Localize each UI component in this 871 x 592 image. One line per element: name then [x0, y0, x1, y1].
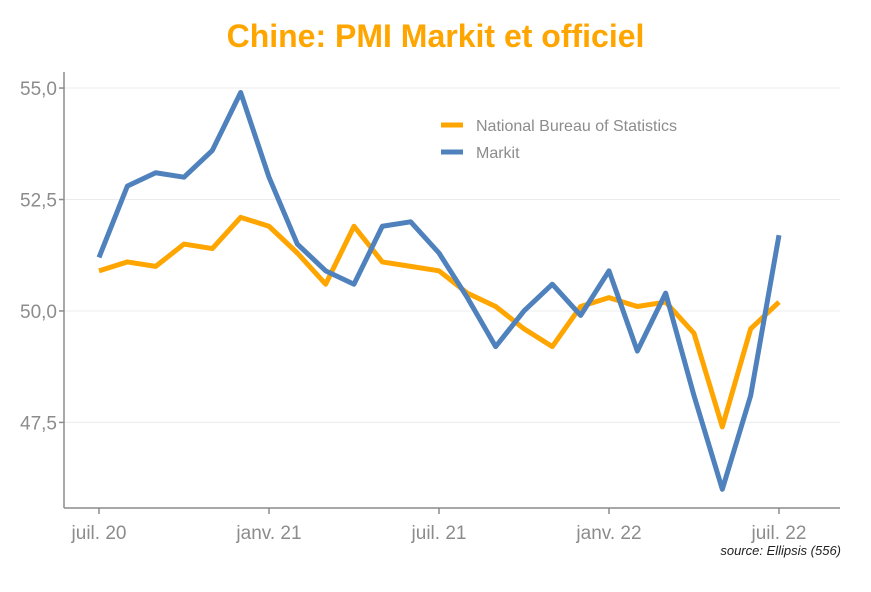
x-tick-label: juil. 20: [71, 523, 127, 544]
source-note: source: Ellipsis (556): [720, 543, 841, 558]
y-tick-label: 55,0: [20, 79, 57, 100]
x-tick-label: janv. 22: [575, 523, 641, 544]
x-tick-label: juil. 22: [751, 523, 807, 544]
legend-label: National Bureau of Statistics: [476, 118, 677, 135]
y-tick-label: 47,5: [20, 413, 57, 434]
series-line-markit: [96, 90, 782, 492]
legend-label: Markit: [476, 145, 520, 162]
y-tick-label: 50,0: [20, 302, 57, 323]
y-tick-label: 52,5: [20, 191, 57, 212]
series-line-nbs: [98, 214, 781, 430]
x-tick-label: janv. 21: [235, 523, 301, 544]
chart-title: Chine: PMI Markit et officiel: [226, 18, 645, 54]
x-tick-label: juil. 21: [411, 523, 467, 544]
